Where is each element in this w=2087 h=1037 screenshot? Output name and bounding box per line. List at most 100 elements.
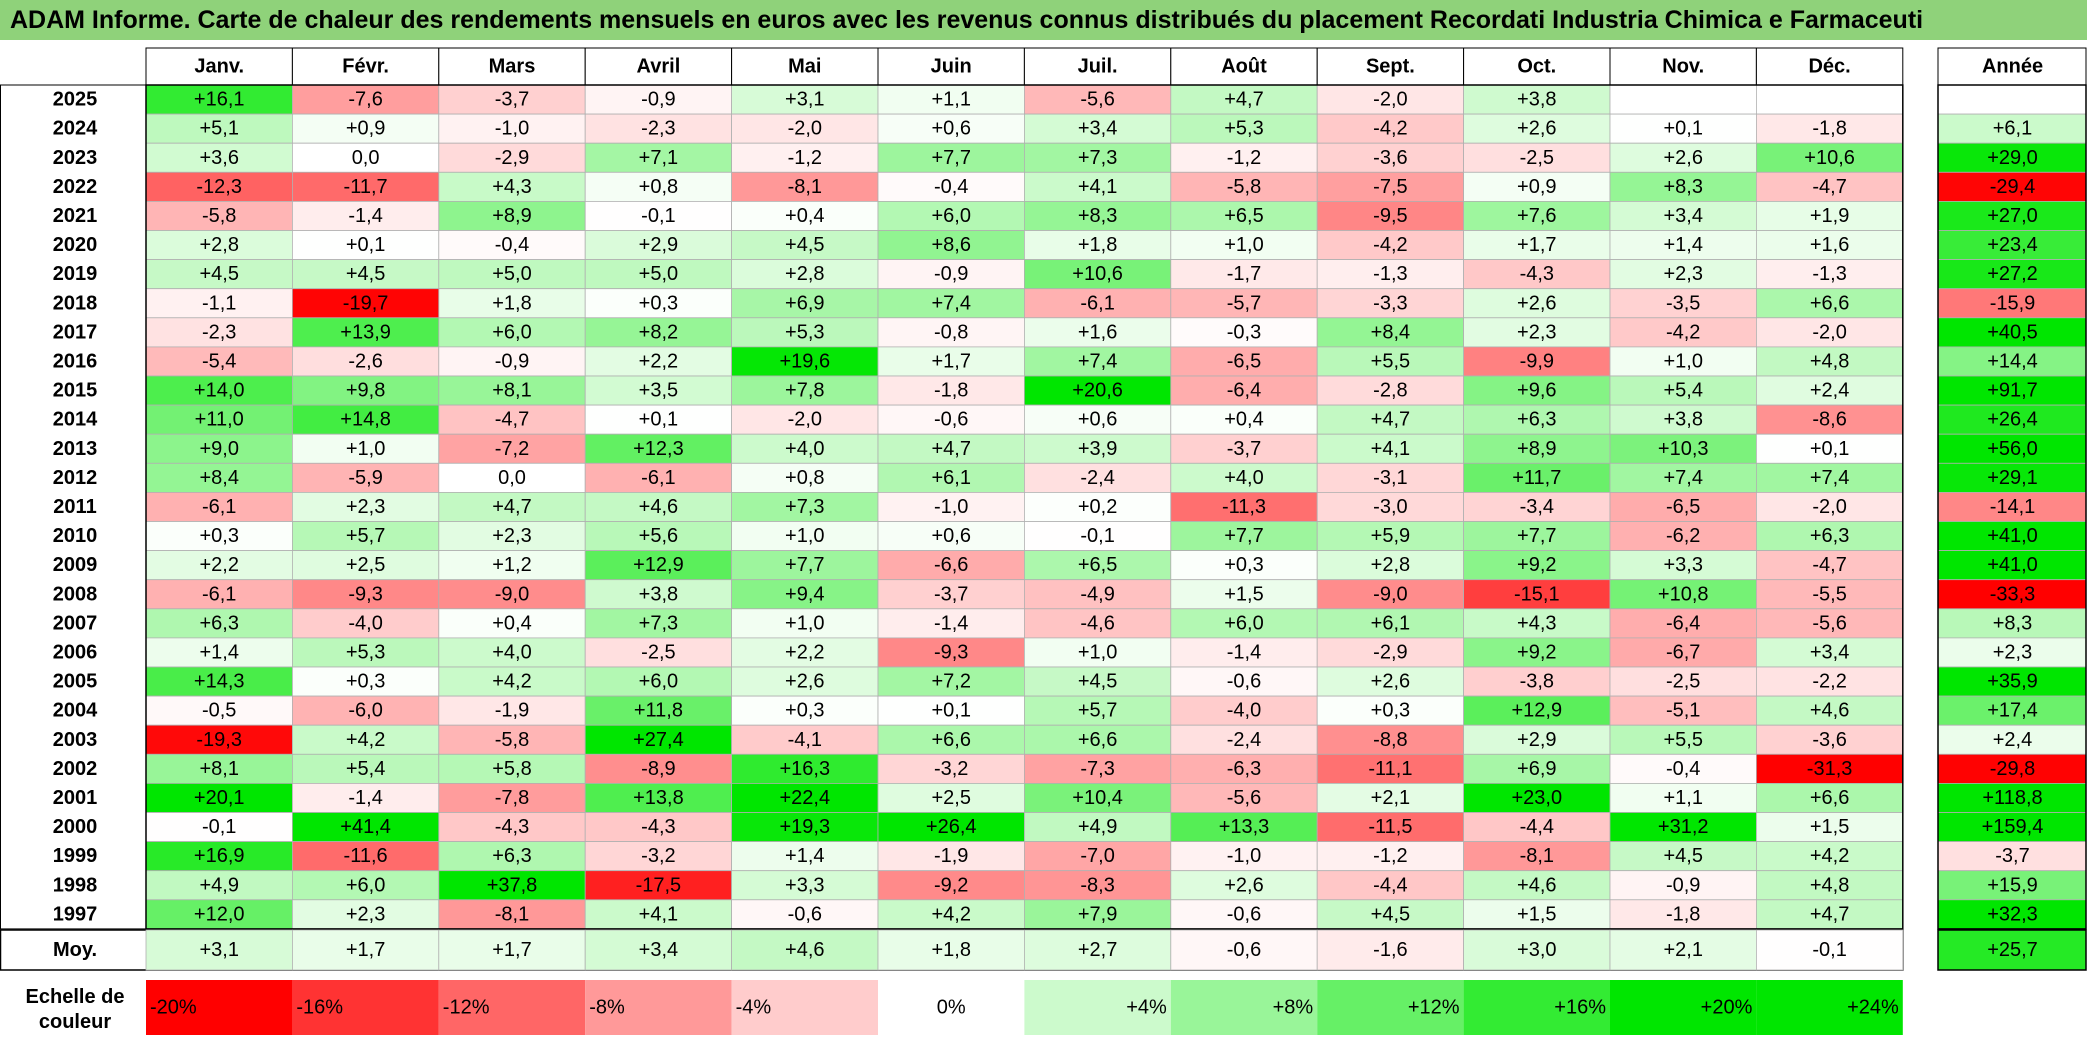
heatmap-cell	[1024, 870, 1172, 901]
heatmap-cell	[1609, 462, 1757, 493]
heatmap-cell-value: -3,2	[934, 758, 968, 780]
heatmap-cell	[584, 521, 733, 552]
heatmap-cell	[1463, 84, 1611, 115]
heatmap-cell	[731, 579, 879, 610]
heatmap-cell	[1316, 113, 1464, 144]
heatmap-cell	[877, 375, 1025, 406]
row-year-label: 2000	[53, 816, 98, 838]
heatmap-cell-value: +16,9	[194, 845, 245, 867]
scale-stop-label: -12%	[443, 997, 490, 1019]
heatmap-cell-value: -4,7	[495, 409, 529, 431]
row-year-label: 2018	[53, 292, 98, 314]
heatmap-cell-value: +7,3	[785, 496, 824, 518]
heatmap-cell	[584, 550, 733, 581]
heatmap-cell-value: +0,3	[785, 700, 824, 722]
heatmap-cell-value: -19,7	[343, 292, 389, 314]
heatmap-cell	[1024, 579, 1172, 610]
average-cell-value: +3,0	[1517, 939, 1556, 961]
heatmap-cell	[1316, 637, 1464, 668]
heatmap-cell	[145, 404, 293, 435]
heatmap-cell-value: +8,1	[199, 758, 238, 780]
heatmap-cell-value: -4,6	[1080, 612, 1114, 634]
annual-border	[1937, 84, 2087, 930]
heatmap-cell-value: -7,6	[348, 89, 382, 111]
heatmap-cell	[731, 841, 879, 872]
heatmap-cell	[1463, 637, 1611, 668]
heatmap-cell-value: +4,5	[785, 234, 824, 256]
heatmap-cell-value: -11,6	[344, 845, 388, 867]
heatmap-cell-value: -2,0	[1373, 89, 1407, 111]
heatmap-cell	[1170, 695, 1318, 726]
heatmap-cell	[1609, 841, 1757, 872]
heatmap-cell	[877, 404, 1025, 435]
heatmap-cell-value: +5,3	[785, 321, 824, 343]
heatmap-cell	[1463, 433, 1611, 464]
heatmap-cell-value: +7,7	[785, 554, 824, 576]
heatmap-cell-value: -9,9	[1520, 350, 1554, 372]
heatmap-cell	[145, 637, 293, 668]
heatmap-cell-value: +2,8	[785, 263, 824, 285]
scale-swatch	[878, 980, 1025, 1035]
heatmap-cell-value: +4,5	[1663, 845, 1702, 867]
row-year-label: 2012	[53, 467, 98, 489]
heatmap-cell	[731, 113, 879, 144]
heatmap-cell-value: +4,2	[346, 729, 385, 751]
heatmap-cell	[1756, 637, 1904, 668]
heatmap-cell	[731, 783, 879, 813]
heatmap-cell-value: +6,6	[931, 729, 970, 751]
heatmap-cell	[291, 230, 440, 261]
annual-cell	[1937, 230, 2087, 261]
heatmap-cell-value: -6,1	[202, 496, 236, 518]
annual-cell-value: +159,4	[1982, 816, 2044, 838]
heatmap-cell-value: +3,4	[1663, 205, 1702, 227]
heatmap-cell-value: -2,4	[1080, 467, 1114, 489]
annual-cell	[1937, 142, 2087, 173]
heatmap-cell-value: -7,0	[1080, 845, 1114, 867]
column-header: Oct.	[1517, 56, 1556, 78]
heatmap-cell-value: +1,0	[785, 525, 824, 547]
heatmap-cell	[438, 433, 586, 464]
heatmap-cell	[584, 317, 733, 348]
heatmap-cell	[291, 142, 440, 173]
heatmap-cell-value: +1,5	[1517, 903, 1556, 925]
heatmap-cell-value: +11,8	[634, 700, 683, 722]
heatmap-cell	[584, 142, 733, 173]
heatmap-cell-value: +2,2	[785, 641, 824, 663]
average-row-label: Moy.	[53, 939, 97, 961]
heatmap-cell-value: +0,1	[931, 700, 970, 722]
heatmap-cell	[1756, 579, 1904, 610]
heatmap-cell-value: +13,3	[1219, 816, 1270, 838]
heatmap-cell	[731, 433, 879, 464]
heatmap-cell-value: -5,8	[1227, 176, 1261, 198]
average-cell-value: -1,6	[1373, 939, 1407, 961]
heatmap-cell-value: -5,6	[1080, 89, 1114, 111]
heatmap-cell	[1609, 870, 1757, 901]
heatmap-cell-value: -1,2	[1373, 845, 1407, 867]
row-year-label: 2023	[53, 147, 98, 169]
heatmap-cell	[291, 899, 440, 930]
heatmap-cell	[584, 200, 733, 231]
heatmap-cell-value: -4,7	[1812, 554, 1846, 576]
heatmap-cell	[1170, 404, 1318, 435]
heatmap-cell-value: +11,0	[195, 409, 244, 431]
heatmap-cell-value: +3,9	[1078, 438, 1117, 460]
heatmap-cell-value: -0,4	[934, 176, 968, 198]
heatmap-cell	[1024, 899, 1172, 930]
column-header-cell	[1609, 47, 1757, 86]
heatmap-cell-value: +0,1	[1810, 438, 1849, 460]
heatmap-cell	[145, 200, 293, 231]
heatmap-cell	[1463, 550, 1611, 581]
column-header-cell	[731, 47, 879, 86]
heatmap-cell-value: -1,2	[1227, 147, 1261, 169]
annual-cell	[1937, 812, 2087, 843]
heatmap-cell-value: +0,3	[1224, 554, 1263, 576]
annual-cell	[1937, 84, 2087, 115]
heatmap-cell	[291, 171, 440, 202]
heatmap-cell-value: +10,8	[1658, 583, 1709, 605]
scale-stop-label: +24%	[1847, 997, 1899, 1019]
heatmap-cell-value: -3,4	[1520, 496, 1554, 518]
heatmap-cell	[731, 404, 879, 435]
heatmap-cell	[1756, 783, 1904, 813]
heatmap-cell-value: -7,2	[495, 438, 529, 460]
heatmap-cell	[1463, 113, 1611, 144]
